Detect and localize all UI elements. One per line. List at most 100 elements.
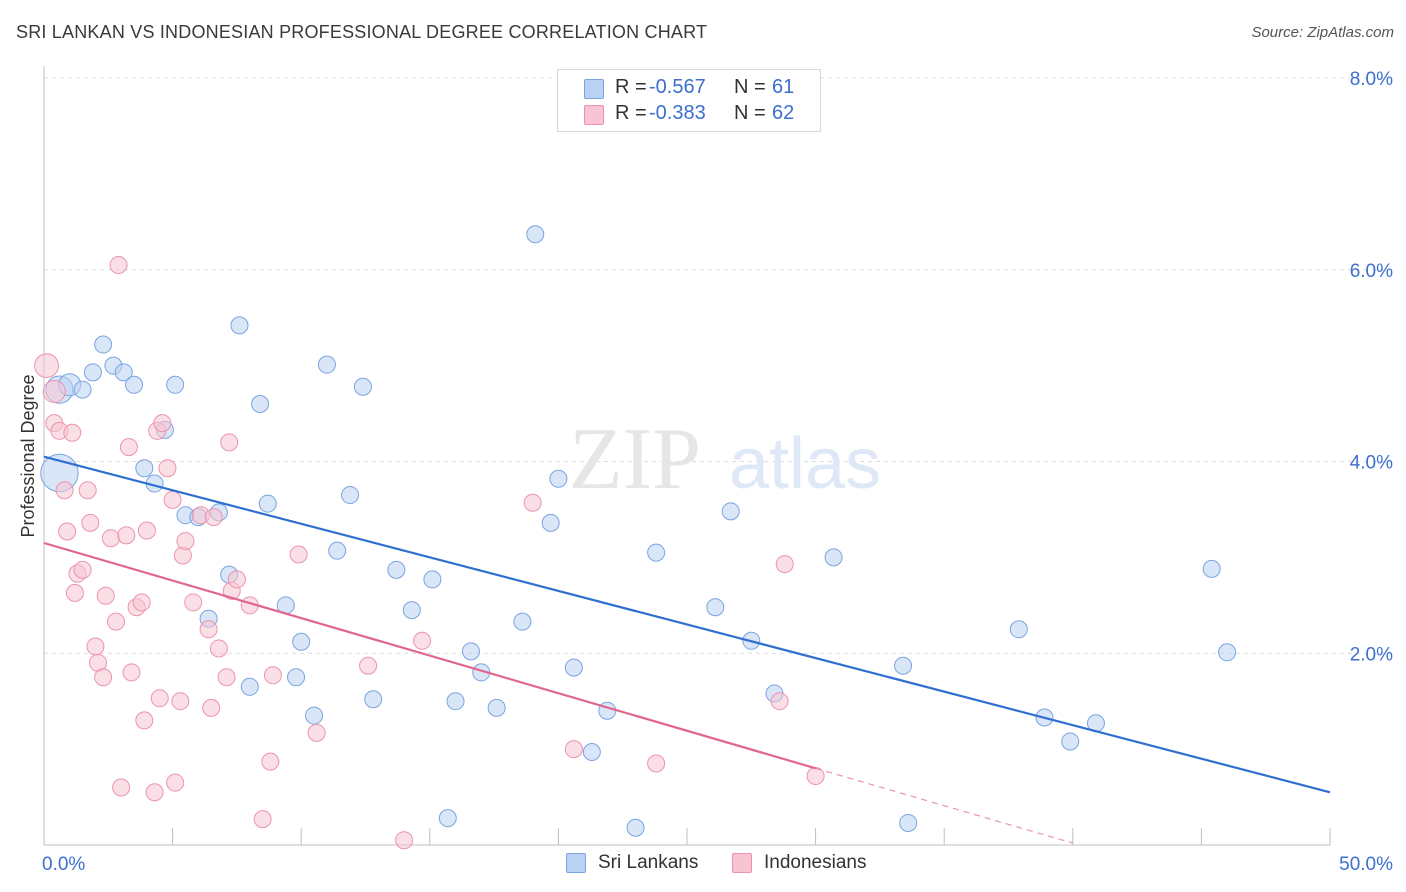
data-point: [202, 698, 221, 717]
x-tick-label: 0.0%: [42, 854, 85, 875]
data-point: [166, 773, 185, 792]
data-point: [209, 639, 228, 658]
data-point: [353, 377, 372, 396]
x-tick-label: 50.0%: [1339, 854, 1393, 875]
data-point: [328, 541, 347, 560]
data-point: [523, 493, 542, 512]
y-axis-label: Professional Degree: [18, 374, 38, 537]
data-point: [135, 459, 154, 478]
data-point: [150, 689, 169, 708]
data-point: [119, 438, 138, 457]
data-point: [824, 548, 843, 567]
data-point: [137, 521, 156, 540]
data-point: [94, 335, 113, 354]
data-point: [487, 698, 506, 717]
legend-swatch-sri-lankans: [566, 853, 586, 873]
data-point: [86, 637, 105, 656]
data-point: [199, 620, 218, 639]
data-point: [58, 522, 77, 541]
data-point: [42, 379, 66, 404]
data-point: [647, 543, 666, 562]
data-point: [806, 766, 825, 785]
legend-label-indonesians: Indonesians: [764, 852, 867, 873]
data-point: [251, 394, 270, 413]
data-point: [1009, 620, 1028, 639]
data-point: [564, 658, 583, 677]
data-point: [135, 711, 154, 730]
data-point: [341, 486, 360, 505]
legend-r-value: -0.567: [649, 76, 706, 98]
legend-n-label: N =: [734, 102, 766, 124]
data-point: [446, 692, 465, 711]
data-point: [364, 690, 383, 709]
data-point: [289, 545, 308, 564]
data-point: [305, 706, 324, 725]
watermark-zip: ZIP: [569, 411, 701, 508]
legend-swatch-indonesians: [732, 853, 752, 873]
data-point: [63, 423, 82, 442]
trend-lines: [43, 455, 1331, 844]
data-point: [114, 363, 133, 382]
data-point: [145, 783, 164, 802]
data-point: [83, 363, 102, 382]
trend-line-extension: [815, 767, 1073, 844]
trend-line: [43, 455, 1331, 794]
data-point: [94, 668, 113, 687]
data-point: [240, 677, 259, 696]
data-point: [899, 813, 918, 832]
trend-line: [43, 541, 816, 770]
data-point: [359, 656, 378, 675]
data-point: [112, 778, 131, 797]
data-point: [402, 601, 421, 620]
data-points: [34, 225, 1237, 850]
data-point: [564, 740, 583, 759]
data-point: [55, 481, 74, 500]
data-point: [1202, 559, 1221, 578]
data-point: [413, 631, 432, 650]
data-point: [263, 666, 282, 685]
data-point: [217, 668, 236, 687]
legend-swatch-pink: [584, 105, 604, 125]
grid-lines: [44, 77, 1392, 654]
data-point: [101, 529, 120, 548]
data-point: [132, 593, 151, 612]
legend-r-label: R =: [615, 76, 647, 98]
legend-label-sri-lankans: Sri Lankans: [598, 852, 699, 873]
watermark: ZIP atlas: [569, 411, 881, 508]
data-point: [387, 560, 406, 579]
axes: [43, 66, 1331, 846]
data-point: [307, 723, 326, 742]
data-point: [153, 414, 172, 433]
legend-r-label: R =: [615, 102, 647, 124]
data-point: [220, 433, 239, 452]
data-point: [461, 642, 480, 661]
data-point: [78, 481, 97, 500]
data-point: [158, 459, 177, 478]
data-point: [253, 810, 272, 829]
data-point: [122, 663, 141, 682]
data-point: [204, 508, 223, 527]
y-tick-label: 2.0%: [1350, 644, 1393, 665]
y-tick-label: 8.0%: [1350, 69, 1393, 90]
data-point: [292, 632, 311, 651]
legend-r-value: -0.383: [649, 102, 706, 124]
data-point: [96, 586, 115, 605]
correlation-legend: R = -0.567 N = 61 R = -0.383 N = 62: [557, 69, 821, 132]
legend-swatch-blue: [584, 79, 604, 99]
data-point: [549, 469, 568, 488]
data-point: [73, 380, 92, 399]
data-point: [287, 668, 306, 687]
data-point: [706, 598, 725, 617]
data-point: [770, 692, 789, 711]
data-point: [1218, 643, 1237, 662]
data-point: [125, 375, 144, 394]
data-point: [176, 532, 195, 551]
source-label: Source: ZipAtlas.com: [1251, 24, 1394, 41]
data-point: [423, 570, 442, 589]
legend-n-value: 62: [772, 102, 795, 124]
data-point: [258, 494, 277, 513]
data-point: [65, 583, 84, 602]
y-tick-label: 4.0%: [1350, 453, 1393, 474]
data-point: [230, 316, 249, 335]
